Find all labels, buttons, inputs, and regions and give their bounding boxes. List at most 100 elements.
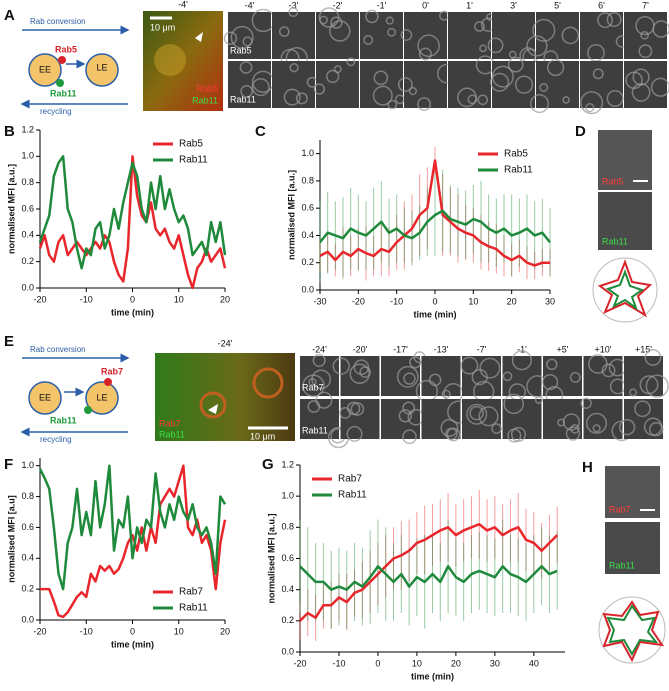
y-axis-label: normalised MFI [a.u.]: [6, 164, 16, 254]
vesicle: [308, 377, 317, 387]
time-label: 5': [554, 0, 561, 10]
vesicle: [400, 29, 413, 41]
diagram: Rab conversion EE LE Rab7 Rab11 recyclin…: [20, 345, 130, 444]
y-tick-label: 1.0: [301, 148, 314, 158]
y-tick-label: 0.8: [281, 522, 294, 532]
time-label: 3': [510, 0, 517, 10]
vesicle: [534, 395, 543, 405]
vesicle: [402, 401, 416, 415]
panel-letter: D: [575, 123, 586, 140]
x-tick-label: 30: [490, 658, 500, 668]
vesicle: [640, 31, 649, 40]
vesicle: [409, 356, 422, 369]
x-tick-label: 30: [545, 296, 555, 306]
legend-label: Rab7: [338, 474, 362, 485]
vesicle: [542, 374, 559, 391]
micrograph-tile: [421, 399, 461, 439]
diagram-label: LE: [96, 62, 107, 72]
panel-letter: G: [262, 456, 274, 473]
time-label: 6': [598, 0, 605, 10]
vesicle: [315, 391, 333, 409]
diagram-label: Rab11: [50, 415, 77, 425]
micrograph-tile: [580, 12, 623, 59]
channel-label: Rab11: [192, 95, 218, 105]
panel-letter: F: [4, 456, 13, 473]
y-tick-label: 1.2: [281, 459, 294, 469]
vesicle: [569, 371, 581, 383]
micrograph-tile: [583, 399, 623, 439]
y-tick-label: 0.2: [281, 615, 294, 625]
vesicle: [478, 406, 499, 427]
legend-label: Rab7: [179, 587, 203, 598]
time-label: -2': [333, 0, 343, 10]
x-tick-label: 10: [468, 296, 478, 306]
vesicle: [365, 9, 379, 24]
vesicle: [359, 366, 371, 378]
diagram-label: recycling: [40, 435, 72, 444]
vesicle: [325, 69, 340, 84]
x-tick-label: 0: [375, 658, 380, 668]
vesicle: [283, 88, 301, 106]
panel-letter: A: [4, 7, 15, 24]
y-tick-label: 0.2: [301, 257, 314, 267]
vesicle: [289, 63, 299, 73]
x-tick-label: 10: [412, 658, 422, 668]
vesicle: [629, 388, 637, 397]
y-tick-label: 0.0: [301, 284, 314, 294]
y-tick-label: 0.4: [21, 553, 34, 563]
channel-label: Rab11: [602, 236, 628, 246]
vesicle: [313, 83, 326, 95]
x-tick-label: 20: [451, 658, 461, 668]
time-label: -4': [245, 0, 255, 10]
y-tick-label: 0.8: [21, 177, 34, 187]
micrograph-tile: [492, 61, 535, 108]
time-label: 0': [422, 0, 429, 10]
diagram-label: Rab conversion: [30, 345, 86, 354]
x-axis-label: time (min): [111, 639, 154, 649]
micrograph-tile: [316, 12, 359, 59]
vesicle: [503, 393, 524, 415]
y-tick-label: 1.0: [281, 491, 294, 501]
vesicle: [239, 60, 253, 74]
micrograph-tile: [624, 356, 663, 396]
vesicle: [329, 20, 351, 42]
vesicle: [460, 356, 479, 375]
vesicle: [346, 401, 361, 416]
vesicle: [373, 70, 389, 86]
y-tick-label: 1.0: [21, 460, 34, 470]
vesicle: [333, 65, 342, 74]
vesicle: [539, 82, 549, 92]
vesicle: [606, 11, 622, 27]
x-tick-label: -10: [80, 626, 93, 636]
y-tick-label: 0.0: [281, 646, 294, 656]
vesicle: [398, 409, 412, 423]
vesicle: [557, 418, 566, 427]
time-label: +10': [595, 344, 612, 354]
y-tick-label: 0.0: [21, 614, 34, 624]
channel-label: Rab7: [302, 382, 324, 392]
micrograph-tile: [340, 356, 380, 396]
series-line: [299, 565, 558, 591]
legend-label: Rab5: [179, 139, 203, 150]
y-tick-label: 0.6: [21, 203, 34, 213]
time-label: 1': [466, 0, 473, 10]
time-label: -4': [178, 0, 188, 9]
diagram-label: Rab5: [55, 44, 77, 54]
x-tick-label: -10: [80, 294, 93, 304]
y-axis-label: normalised MFI [a.u]: [6, 495, 16, 583]
x-tick-label: 20: [507, 296, 517, 306]
vesicle: [514, 75, 534, 94]
x-axis-label: time (min): [111, 307, 154, 317]
y-tick-label: 0.8: [301, 175, 314, 185]
y-tick-label: 0.4: [281, 584, 294, 594]
vesicle: [363, 34, 374, 45]
vesicle: [223, 31, 238, 45]
vesicle: [634, 400, 651, 418]
panel-letter: H: [582, 459, 593, 476]
channel-label: Rab11: [609, 560, 635, 570]
vesicle: [592, 68, 604, 80]
vesicle: [346, 57, 356, 67]
channel-label: Rab5: [230, 45, 252, 55]
micrograph: -24' 10 μm Rab7 Rab11: [155, 338, 295, 441]
